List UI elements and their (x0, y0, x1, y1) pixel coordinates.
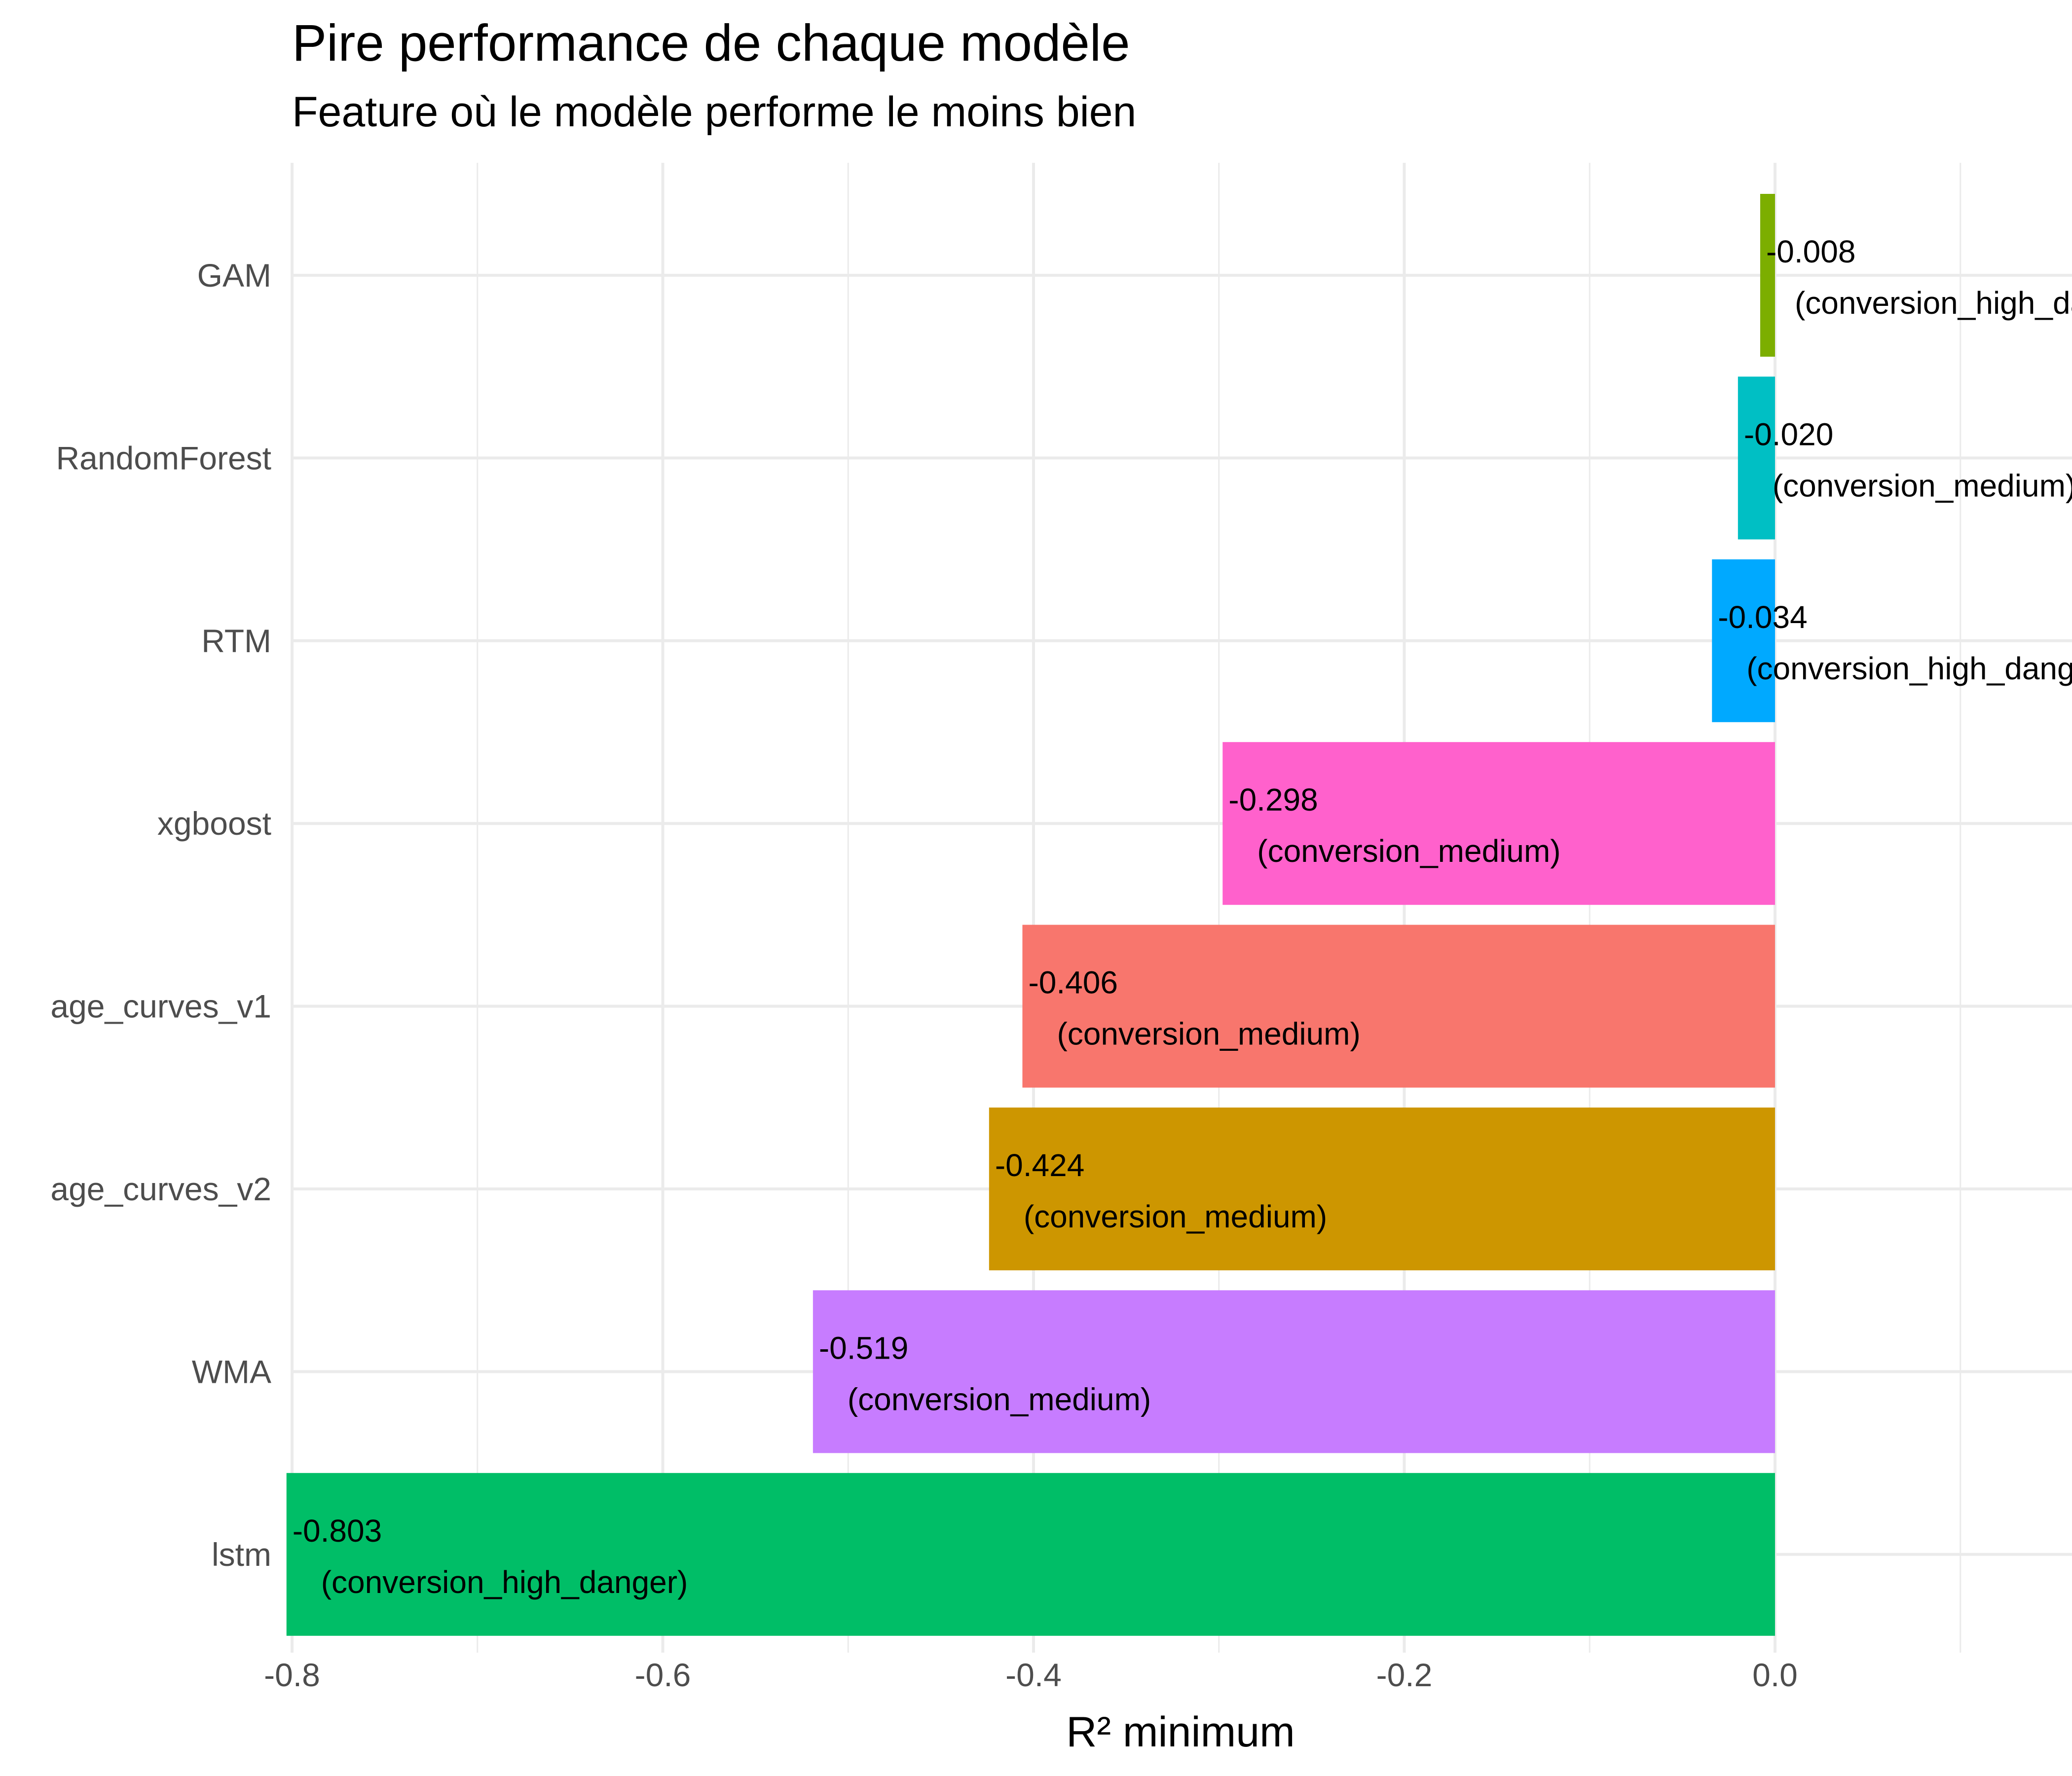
bar-xgboost (1222, 742, 1775, 905)
bar-value-label: -0.424 (995, 1147, 1084, 1183)
bar-RandomForest (1738, 376, 1775, 540)
bar-age_curves_v1 (1022, 925, 1775, 1088)
bar-WMA (813, 1290, 1775, 1453)
y-tick-label: RTM (201, 623, 271, 659)
x-axis-label: R² minimum (1066, 1708, 1295, 1756)
bar-value-label: -0.008 (1766, 234, 1855, 269)
bar-lstm (286, 1473, 1775, 1636)
x-tick-label: -0.4 (1005, 1657, 1062, 1693)
x-tick-label: -0.8 (264, 1657, 320, 1693)
bar-feature-label: (conversion_medium) (848, 1381, 1151, 1417)
bar-age_curves_v2 (989, 1108, 1775, 1270)
x-tick-label: 0.0 (1752, 1657, 1798, 1693)
bar-value-label: -0.298 (1228, 782, 1318, 817)
bar-feature-label: (conversion_high_danger) (321, 1564, 688, 1600)
chart-subtitle: Feature où le modèle performe le moins b… (292, 88, 1137, 136)
x-tick-label: -0.2 (1376, 1657, 1433, 1693)
bar-labels: -0.008 (conversion_high_danger) -0.020 (con… (293, 234, 2072, 1600)
x-axis-ticks: -0.8 -0.6 -0.4 -0.2 0.0 (264, 1657, 1798, 1693)
y-tick-label: age_curves_v1 (50, 988, 271, 1025)
y-axis-ticks: GAM RandomForest RTM xgboost age_curves_v1ag… (50, 257, 271, 1573)
bar-feature-label: (conversion_high_danger) (1795, 285, 2072, 321)
bar-RTM (1712, 559, 1775, 722)
y-tick-label: age_curves_v2 (50, 1171, 271, 1207)
y-tick-label: GAM (197, 257, 271, 294)
bar-feature-label: (conversion_medium) (1773, 468, 2072, 503)
chart-title: Pire performance de chaque modèle (292, 14, 1130, 72)
y-tick-label: xgboost (157, 805, 271, 842)
y-tick-label: RandomForest (56, 440, 271, 476)
bar-feature-label: (conversion_medium) (1257, 833, 1560, 869)
bar-value-label: -0.020 (1744, 416, 1833, 452)
bar-feature-label: (conversion_medium) (1024, 1199, 1327, 1234)
bar-value-label: -0.034 (1718, 599, 1807, 635)
bar-GAM (1760, 194, 1775, 357)
bar-value-label: -0.803 (293, 1513, 382, 1549)
bar-value-label: -0.519 (819, 1330, 908, 1366)
y-tick-label: lstm (212, 1536, 271, 1573)
bar-value-label: -0.406 (1028, 965, 1117, 1000)
y-tick-label: WMA (192, 1353, 271, 1390)
bar-feature-label: (conversion_high_danger) (1746, 651, 2072, 686)
bar-feature-label: (conversion_medium) (1057, 1016, 1360, 1052)
x-tick-label: -0.6 (635, 1657, 691, 1693)
bars (286, 194, 1775, 1636)
